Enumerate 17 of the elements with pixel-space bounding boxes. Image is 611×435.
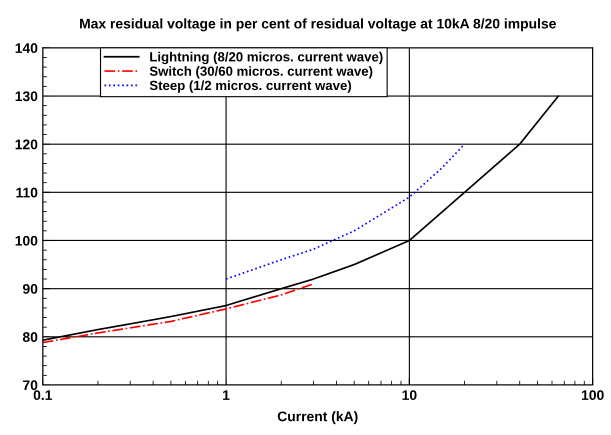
- x-tick-label: 1: [223, 390, 230, 400]
- y-tick-label: 130: [16, 91, 38, 102]
- y-tick-label: 140: [16, 43, 38, 54]
- x-tick-label: 0.1: [34, 390, 52, 400]
- y-tick-label: 120: [16, 140, 38, 150]
- chart-title: Max residual voltage in per cent of residual voltage at 10kA 8/20 impulse: [80, 18, 556, 32]
- y-tick-label: 90: [22, 284, 38, 294]
- legend-label: Steep (1/2 micros. current wave): [150, 80, 352, 93]
- x-tick-label: 10: [402, 390, 417, 400]
- y-tick-label: 70: [23, 380, 38, 390]
- legend-label: Switch (30/60 micros. current wave): [150, 66, 372, 78]
- x-axis-title: Current (kA): [278, 411, 358, 424]
- x-tick-label: 100: [582, 390, 604, 400]
- y-tick-label: 80: [22, 332, 38, 342]
- legend-label: Lightning (8/20 micros. current wave): [150, 52, 383, 64]
- y-tick-label: 100: [16, 236, 38, 246]
- y-tick-label: 110: [16, 188, 38, 198]
